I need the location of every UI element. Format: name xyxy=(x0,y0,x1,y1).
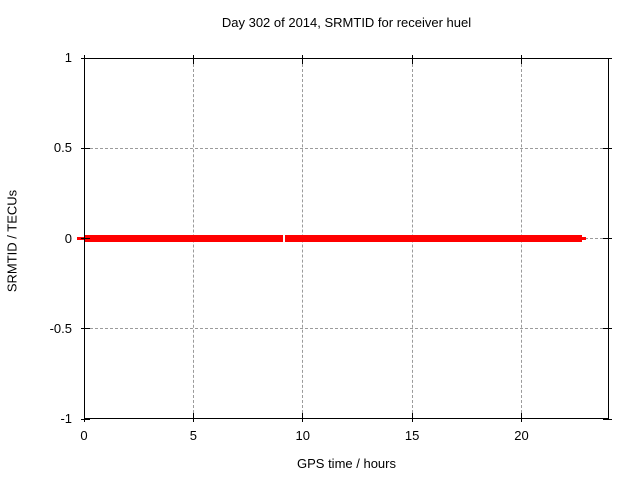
grid-line-horizontal xyxy=(85,328,608,330)
x-tick-top xyxy=(521,55,522,64)
x-tick-bottom xyxy=(411,413,413,422)
x-tick-bottom xyxy=(192,413,194,422)
y-tick-right xyxy=(603,238,612,239)
y-tick-label: -0.5 xyxy=(49,320,72,336)
y-tick-left xyxy=(81,57,90,59)
y-tick-label: -1 xyxy=(60,411,72,426)
data-line-segment xyxy=(84,235,284,242)
x-tick-label: 15 xyxy=(404,428,420,443)
x-tick-label: 0 xyxy=(80,428,88,443)
x-tick-label: 10 xyxy=(295,428,310,443)
y-tick-right xyxy=(603,418,612,420)
data-line-end-mark xyxy=(582,237,587,240)
data-line-segment xyxy=(285,235,583,242)
x-tick-label: 20 xyxy=(514,428,529,443)
y-tick-label: 0 xyxy=(64,230,72,246)
chart-title: Day 302 of 2014, SRMTID for receiver hue… xyxy=(221,15,472,30)
x-axis-label: GPS time / hours xyxy=(297,456,396,471)
y-tick-label: 1 xyxy=(64,50,72,65)
x-tick-top xyxy=(192,55,194,64)
x-tick-top xyxy=(302,55,304,64)
x-tick-top xyxy=(83,55,85,64)
y-tick-right xyxy=(603,57,612,59)
y-tick-right xyxy=(603,328,612,330)
data-line-end-mark xyxy=(76,237,84,240)
y-tick-label: 0.5 xyxy=(53,140,72,156)
plot-area xyxy=(84,58,609,419)
y-tick-left xyxy=(81,147,90,149)
x-tick-bottom xyxy=(521,413,522,422)
grid-line-horizontal xyxy=(85,147,608,149)
x-tick-top xyxy=(411,55,413,64)
x-tick-label: 5 xyxy=(189,428,197,443)
y-tick-right xyxy=(603,147,612,149)
x-tick-bottom xyxy=(302,413,304,422)
y-tick-left xyxy=(81,328,90,330)
x-tick-bottom xyxy=(83,413,85,422)
y-tick-left xyxy=(81,238,90,239)
y-tick-left xyxy=(81,418,90,420)
